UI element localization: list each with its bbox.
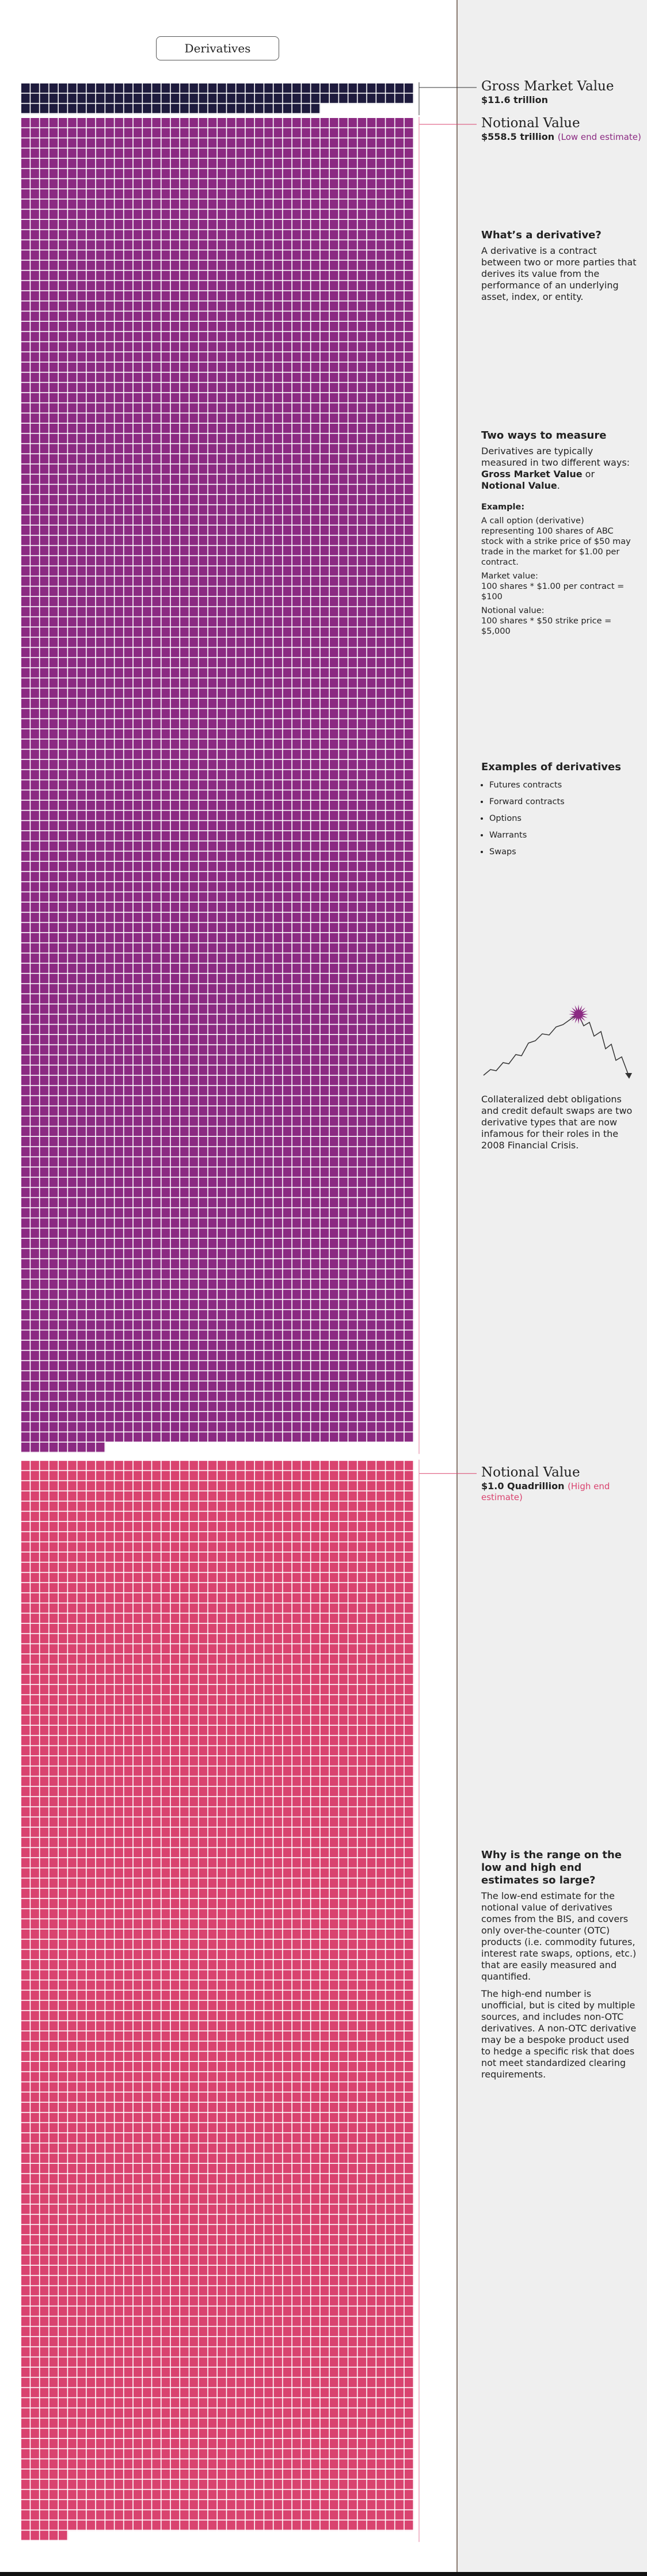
- text: A derivative is a contract between two o…: [481, 245, 637, 302]
- series-name: Notional Value: [481, 1464, 580, 1480]
- label: Notional value:: [481, 606, 545, 615]
- text: The high-end number is unofficial, but i…: [481, 1988, 637, 2080]
- series-label: Gross Market Value $11.6 trillion: [481, 78, 614, 105]
- unit-block: [21, 118, 414, 1453]
- value-text: $558.5 trillion: [481, 131, 555, 142]
- unit-partial-row: [21, 2531, 68, 2541]
- text: 100 shares * $1.00 per contract = $100: [481, 582, 625, 602]
- measure-block: Two ways to measure Derivatives are typi…: [481, 429, 637, 637]
- list-item: Warrants: [489, 827, 637, 844]
- heading: Why is the range on the low and high end…: [481, 1849, 622, 1886]
- value-label: $11.6 trillion: [481, 94, 614, 105]
- unit-rows: [21, 83, 414, 104]
- burst: [569, 1004, 588, 1024]
- bottom-bar: [0, 2572, 647, 2576]
- text: A call option (derivative) representing …: [481, 516, 631, 567]
- estimate-note: (High end estimate): [481, 1481, 610, 1502]
- list-item: Futures contracts: [489, 777, 637, 794]
- unit-rows: [21, 1460, 414, 2531]
- unit-block: [21, 1460, 414, 2541]
- range-block: Why is the range on the low and high end…: [481, 1849, 637, 2086]
- value-text: $1.0 Quadrillion: [481, 1480, 565, 1491]
- run: Notional Value: [481, 480, 557, 491]
- run: Derivatives are typically measured in tw…: [481, 446, 630, 468]
- value-label: $1.0 Quadrillion (High end estimate): [481, 1481, 647, 1502]
- burst-shape: [569, 1004, 588, 1024]
- series-name: Notional Value: [481, 116, 580, 131]
- run: Gross Market Value: [481, 469, 583, 480]
- unit-partial-row: [21, 1443, 106, 1453]
- list-item: Options: [489, 811, 637, 827]
- estimate-note: (Low end estimate): [557, 132, 641, 142]
- run: or: [582, 469, 595, 480]
- heading: Examples of derivatives: [481, 761, 621, 773]
- crisis-block: Collateralized debt obligations and cred…: [481, 1094, 637, 1157]
- unit-block: [21, 83, 414, 115]
- value-label: $558.5 trillion (Low end estimate): [481, 131, 641, 142]
- value-text: $11.6 trillion: [481, 94, 549, 105]
- list-item: Forward contracts: [489, 794, 637, 811]
- series-name: Gross Market Value: [481, 79, 614, 94]
- series-label: Notional Value $1.0 Quadrillion (High end…: [481, 1464, 647, 1502]
- sidebar: [456, 0, 647, 2572]
- list: Futures contractsForward contractsOption…: [481, 777, 637, 861]
- what-block: What’s a derivative? A derivative is a c…: [481, 229, 637, 309]
- text: Collateralized debt obligations and cred…: [481, 1094, 633, 1151]
- chart-title: Derivatives: [156, 36, 279, 60]
- heading: What’s a derivative?: [481, 229, 602, 241]
- crisis-sketch: [483, 1013, 629, 1076]
- text: Derivatives are typically measured in tw…: [481, 446, 637, 492]
- subheading: Example:: [481, 503, 525, 512]
- examples-block: Examples of derivatives Futures contract…: [481, 761, 637, 861]
- list-item: Swaps: [489, 844, 637, 861]
- series-label: Notional Value $558.5 trillion (Low end e…: [481, 115, 641, 142]
- unit-rows: [21, 118, 414, 1443]
- text: 100 shares * $50 strike price = $5,000: [481, 617, 612, 636]
- arrow-head: [625, 1073, 632, 1079]
- heading: Two ways to measure: [481, 429, 607, 442]
- unit-partial-row: [21, 104, 321, 115]
- run: .: [557, 480, 560, 491]
- text: The low-end estimate for the notional va…: [481, 1890, 637, 1982]
- label: Market value:: [481, 572, 538, 581]
